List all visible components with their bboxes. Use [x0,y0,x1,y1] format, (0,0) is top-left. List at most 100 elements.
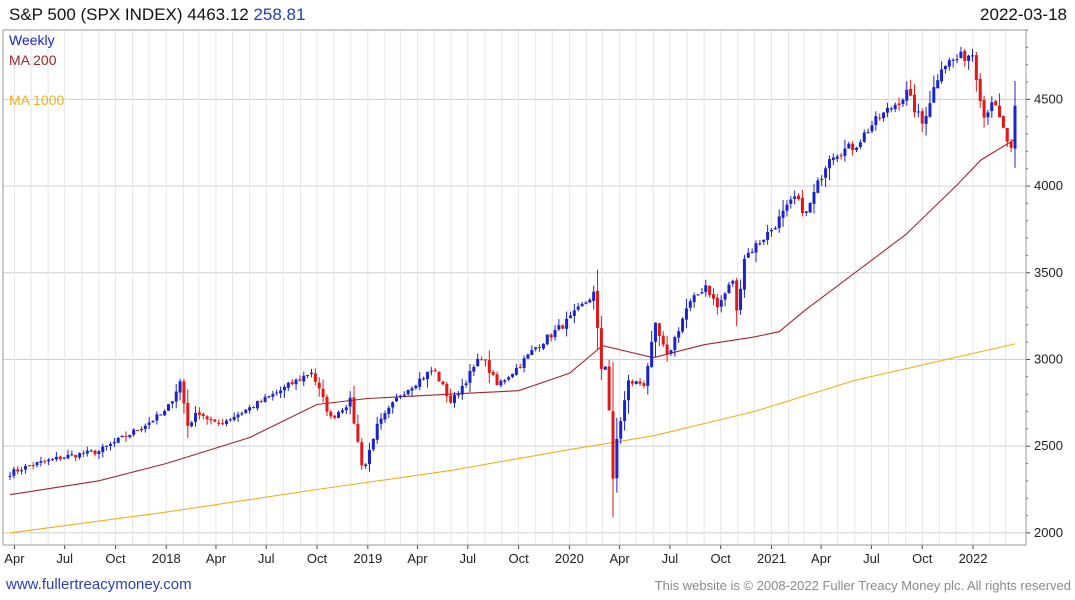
candle-body [197,412,201,415]
candle-body [824,168,828,178]
ma200-layer [9,138,1016,496]
candle-body [994,101,998,106]
candle-body [43,460,47,462]
candle-body [781,210,785,218]
candle-body [1005,128,1009,142]
candle-body [855,147,859,150]
candle-body [298,379,302,381]
candle-body [746,252,750,258]
candle-body [862,132,866,142]
candle-body [244,409,248,413]
y-tick-label: 2500 [1034,438,1063,453]
candle-body [402,394,406,396]
y-tick-label: 2000 [1034,525,1063,540]
candle-body [151,420,155,423]
candle-body [81,452,85,454]
candlestick-series [8,46,1017,518]
candle-body [882,112,886,119]
candle-body [893,104,897,110]
candle-body [460,385,464,395]
candle-body [62,457,66,459]
x-tick-label: Jul [662,551,679,566]
candle-body [47,459,51,462]
candle-body [982,99,986,118]
candle-body [290,382,294,385]
candle-body [89,450,93,452]
candle-body [491,372,495,375]
x-tick-label: Oct [105,551,126,566]
x-tick-label: Apr [206,551,227,566]
y-tick-label: 4500 [1034,91,1063,106]
candle-body [352,397,356,424]
candle-body [661,335,665,345]
candle-body [827,159,831,169]
candle-body [275,392,279,394]
candle-body [839,155,843,157]
candle-body [634,381,638,385]
candle-body [630,381,634,384]
candle-body [700,292,704,294]
candle-body [209,418,213,421]
candle-body [762,239,766,242]
candle-body [990,102,994,112]
candle-body [248,407,252,411]
x-tick-label: Jul [459,551,476,566]
candle-body [139,429,143,431]
candle-body [986,112,990,118]
candle-body [232,416,236,420]
candle-body [445,384,449,397]
candle-body [1001,116,1005,128]
candle-body [487,360,491,373]
candle-body [739,288,743,310]
candle-body [105,445,109,447]
x-tick-label: Jul [863,551,880,566]
candle-body [669,350,673,354]
candle-body [201,413,205,416]
candle-body [611,411,615,479]
candle-body [638,381,642,384]
candle-body [356,423,360,442]
candle-body [557,325,561,330]
candle-body [769,230,773,232]
candle-body [8,475,12,477]
candle-body [112,442,116,444]
chart-date: 2022-03-18 [980,5,1067,24]
candle-body [23,465,27,470]
candle-body [878,117,882,119]
candle-body [719,300,723,307]
candle-body [116,437,120,443]
candle-body [793,196,797,199]
ma1000-line [9,343,1016,534]
candle-body [940,69,944,82]
candle-body [654,322,658,342]
ma200-line [9,138,1016,496]
site-link[interactable]: www.fullertreacymoney.com [6,576,192,593]
candle-body [534,347,538,350]
candle-body [657,323,661,336]
candle-body [974,55,978,80]
candle-body [35,462,39,466]
candle-body [584,302,588,304]
candle-body [170,401,174,404]
candle-body [483,359,487,361]
candle-body [970,55,974,57]
price-change: 258.81 [253,5,306,24]
candle-body [325,396,329,412]
candle-body [418,378,422,387]
candle-body [797,195,801,200]
x-tick-label: Apr [407,551,428,566]
candle-body [932,87,936,103]
candle-body [120,435,124,438]
candle-body [302,375,306,382]
candle-body [1009,141,1013,148]
candle-body [255,400,259,409]
candle-body [665,344,669,355]
candle-body [549,334,553,338]
candle-body [271,393,275,397]
candle-body [406,390,410,395]
candle-body [943,65,947,70]
candle-body [213,419,217,422]
candle-body [916,111,920,113]
candle-body [936,80,940,89]
candle-body [174,391,178,402]
